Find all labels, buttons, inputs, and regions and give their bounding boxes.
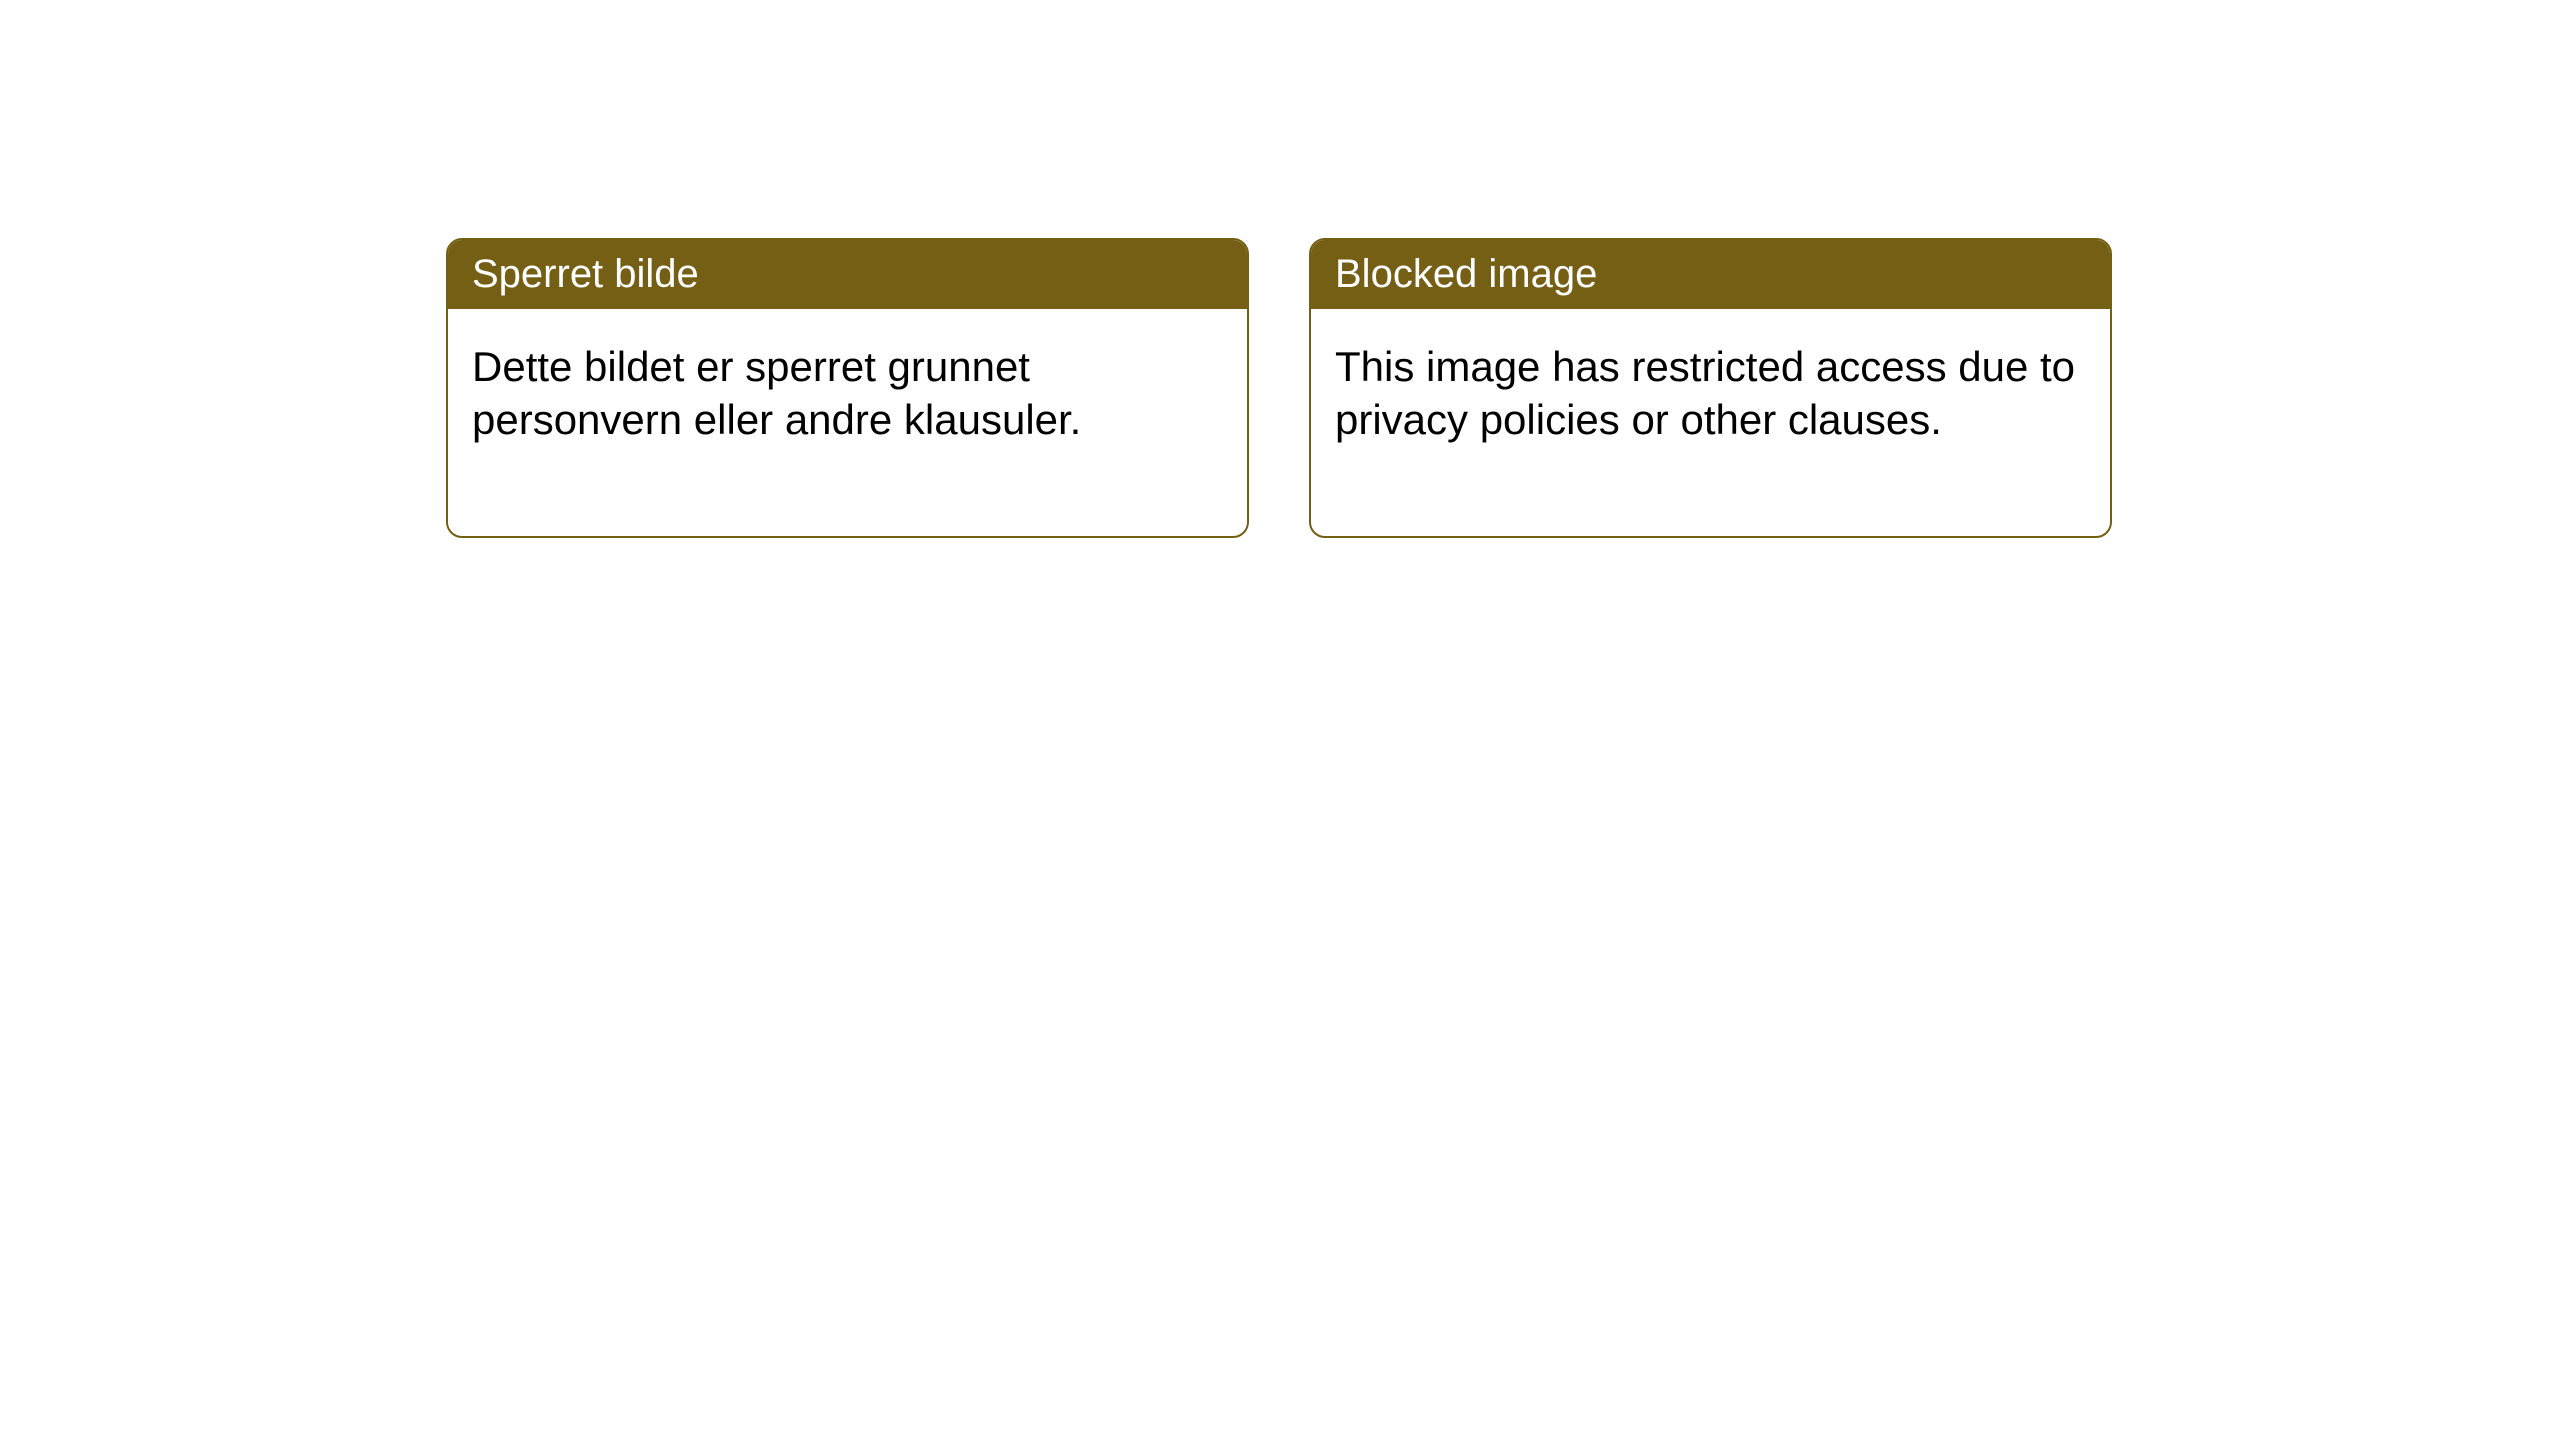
notice-card-english: Blocked image This image has restricted … [1309, 238, 2112, 538]
notice-body: This image has restricted access due to … [1311, 309, 2110, 536]
notice-header: Blocked image [1311, 240, 2110, 309]
notice-card-norwegian: Sperret bilde Dette bildet er sperret gr… [446, 238, 1249, 538]
notice-body: Dette bildet er sperret grunnet personve… [448, 309, 1247, 536]
notice-container: Sperret bilde Dette bildet er sperret gr… [0, 0, 2560, 538]
notice-header: Sperret bilde [448, 240, 1247, 309]
